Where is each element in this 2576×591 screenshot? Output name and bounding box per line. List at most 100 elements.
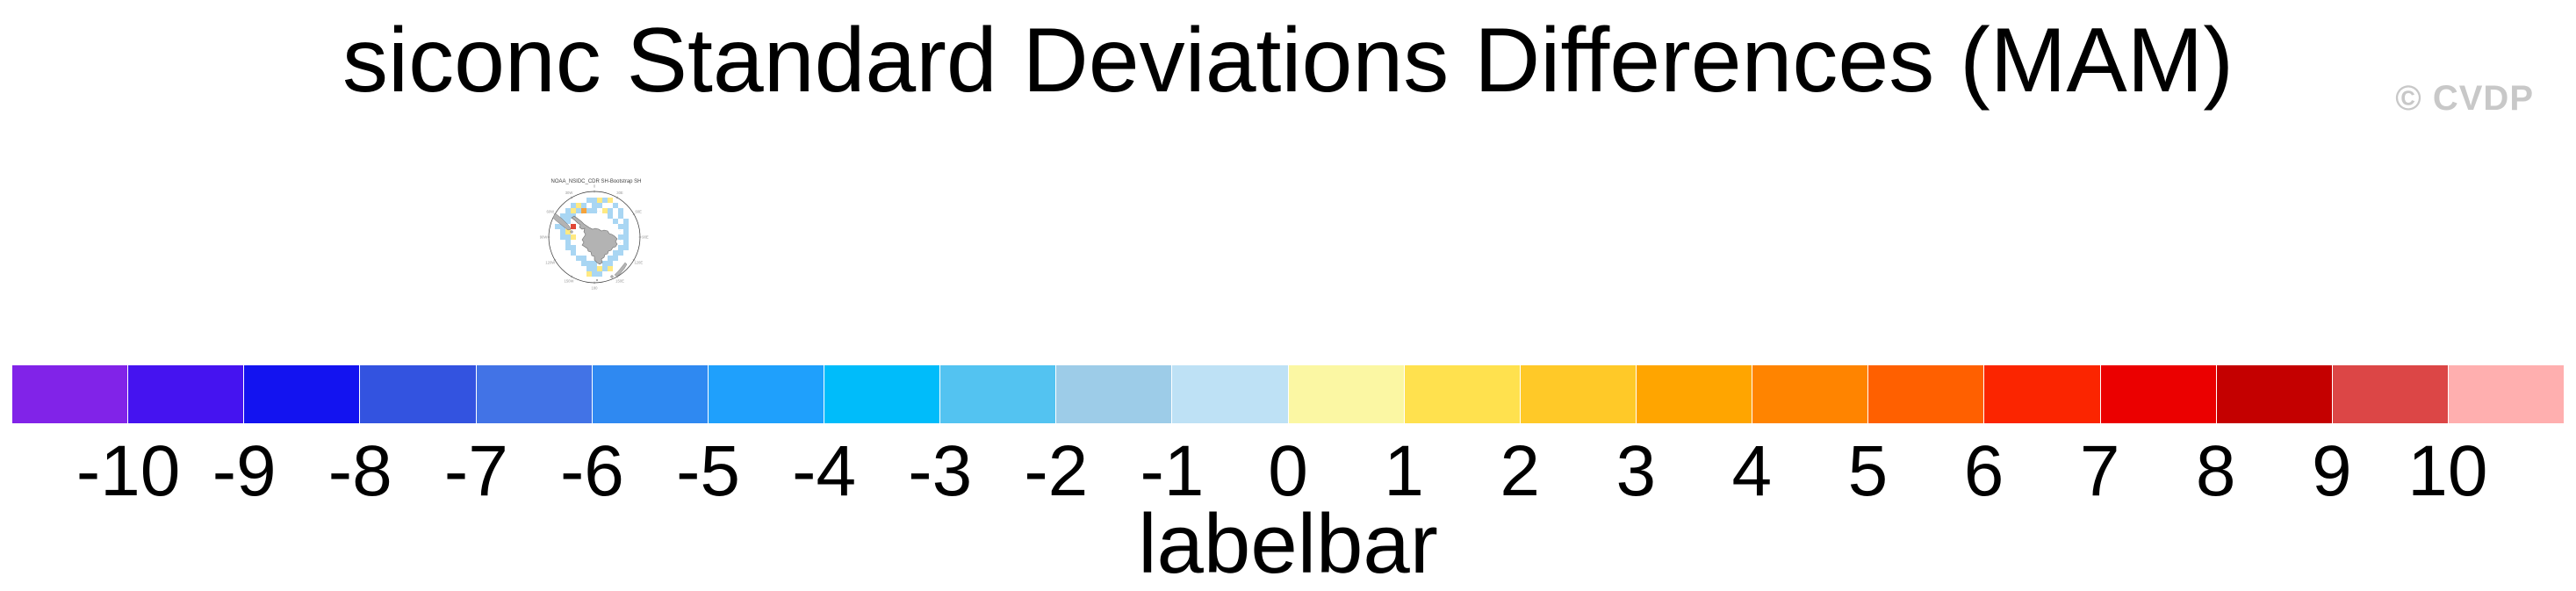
labelbar-color-segment: [707, 365, 824, 423]
labelbar-color-segment: [1171, 365, 1288, 423]
labelbar-tick-label: 7: [2079, 431, 2120, 511]
map-grid-cell: [608, 208, 613, 213]
map-grid-cell: [623, 229, 629, 234]
labelbar-tick-label: -6: [559, 431, 624, 511]
map-grid-cell: [565, 219, 571, 224]
map-grid-cell: [592, 208, 597, 213]
map-grid-cell: [555, 224, 560, 229]
map-grid-cell: [597, 266, 602, 271]
map-grid-cell: [592, 198, 597, 203]
labelbar-tick-label: 9: [2312, 431, 2352, 511]
labelbar-color-segment: [823, 365, 940, 423]
map-longitude-label: 60W: [546, 209, 554, 213]
labelbar-tick-label: 3: [1615, 431, 1657, 511]
map-grid-cell: [571, 250, 576, 256]
map-longitude-label: 180: [592, 285, 599, 290]
map-grid-cell: [623, 245, 629, 250]
map-grid-cell: [602, 198, 608, 203]
map-grid-cell: [613, 250, 618, 256]
labelbar-color-segment: [1519, 365, 1636, 423]
map-longitude-label: 60E: [636, 209, 643, 213]
map-grid-cell: [608, 266, 613, 271]
map-grid-cell: [581, 208, 586, 213]
map-grid-cell: [560, 234, 565, 240]
map-grid-cell: [565, 245, 571, 250]
polar-map-panel: NOAA_NSIDC_CDR SH-Bootstrap SH 0 30E 60E 90…: [540, 179, 649, 290]
labelbar-color-segment: [1403, 365, 1520, 423]
labelbar-color-segment: [243, 365, 360, 423]
map-grid-cell: [608, 198, 613, 203]
map-grid-cell: [618, 213, 623, 219]
map-grid-cell: [571, 213, 576, 219]
map-grid-cell: [618, 224, 623, 229]
map-grid-cell: [613, 203, 618, 208]
labelbar-tick-label: -4: [792, 431, 857, 511]
map-longitude-label: 90E: [642, 234, 649, 239]
cvdp-watermark: © CVDP: [2395, 79, 2534, 118]
labelbar-color-segment: [475, 365, 592, 423]
map-longitude-label: 0: [594, 184, 596, 188]
labelbar-tick-label: -8: [327, 431, 392, 511]
labelbar-color-segment: [1055, 365, 1172, 423]
labelbar-tick-label: -5: [676, 431, 740, 511]
map-grid-cell: [581, 203, 586, 208]
small-island: [610, 275, 614, 278]
map-longitude-label: 150E: [615, 279, 624, 284]
antarctica-landmass: [571, 215, 618, 265]
map-grid-cell: [597, 198, 602, 203]
map-grid-cell: [571, 234, 576, 240]
labelbar-tick-label: -3: [908, 431, 973, 511]
labelbar-color-segment: [1983, 365, 2100, 423]
map-grid-cell: [586, 261, 592, 266]
map-grid-cell: [560, 229, 565, 234]
map-grid-cell: [608, 213, 613, 219]
map-longitude-labels: 0 30E 60E 90E 120E 150E 180 150W 120W 90W 60W 30W: [540, 184, 649, 290]
map-grid-cell: [608, 261, 613, 266]
labelbar-tick-label: -7: [443, 431, 508, 511]
map-grid-cell: [623, 240, 629, 245]
labelbar-color-segment: [2331, 365, 2448, 423]
labelbar-color-segment: [1752, 365, 1868, 423]
map-longitude-label: 90W: [540, 234, 548, 239]
labelbar-tick-label: 8: [2195, 431, 2236, 511]
map-grid-cell: [565, 213, 571, 219]
new-zealand-landmass: [614, 262, 628, 277]
labelbar-caption: labelbar: [1138, 497, 1438, 591]
page-title: siconc Standard Deviations Differences (…: [342, 10, 2234, 112]
labelbar-color-segment: [1287, 365, 1404, 423]
labelbar-tick-label: 5: [1847, 431, 1889, 511]
map-grid-cell: [571, 208, 576, 213]
map-longitude-label: 30E: [616, 191, 623, 195]
labelbar-color-segment: [2215, 365, 2332, 423]
tiny-island: [595, 278, 599, 282]
map-grid-cell: [592, 261, 597, 266]
map-grid-cell: [602, 266, 608, 271]
map-grid-cell: [576, 256, 581, 261]
map-longitude-label: 150W: [565, 279, 574, 284]
labelbar-tick-row: -10 -9 -8 -7 -6 -5 -4 -3 -2 -1 0 1 2 3 4 5 6 7 8 9 10: [12, 436, 2564, 516]
map-grid-cell: [560, 213, 565, 219]
labelbar-color-segment: [127, 365, 244, 423]
map-grid-cell: [576, 208, 581, 213]
map-grid-cell: [618, 250, 623, 256]
map-grid-cell: [597, 271, 602, 277]
map-longitude-label: 120E: [634, 260, 643, 264]
map-longitude-label: 120W: [545, 260, 555, 264]
map-grid-cell: [602, 261, 608, 266]
map-grid-cell: [571, 224, 576, 229]
map-grid-cell: [581, 256, 586, 261]
map-grid-cell: [602, 208, 608, 213]
map-grid-cell: [618, 234, 623, 240]
labelbar-color-segment: [12, 365, 128, 423]
map-grid-cell: [586, 266, 592, 271]
map-grid-cell: [592, 271, 597, 277]
map-grid-cell: [586, 208, 592, 213]
map-panel-title: NOAA_NSIDC_CDR SH-Bootstrap SH: [550, 179, 641, 184]
labelbar-color-segment: [591, 365, 708, 423]
map-grid-cell: [565, 208, 571, 213]
map-grid-cell: [565, 240, 571, 245]
labelbar-tick-label: 4: [1731, 431, 1773, 511]
labelbar-tick-label: 6: [1963, 431, 2004, 511]
labelbar-tick-label: -10: [76, 431, 181, 511]
map-grid-cell: [623, 224, 629, 229]
